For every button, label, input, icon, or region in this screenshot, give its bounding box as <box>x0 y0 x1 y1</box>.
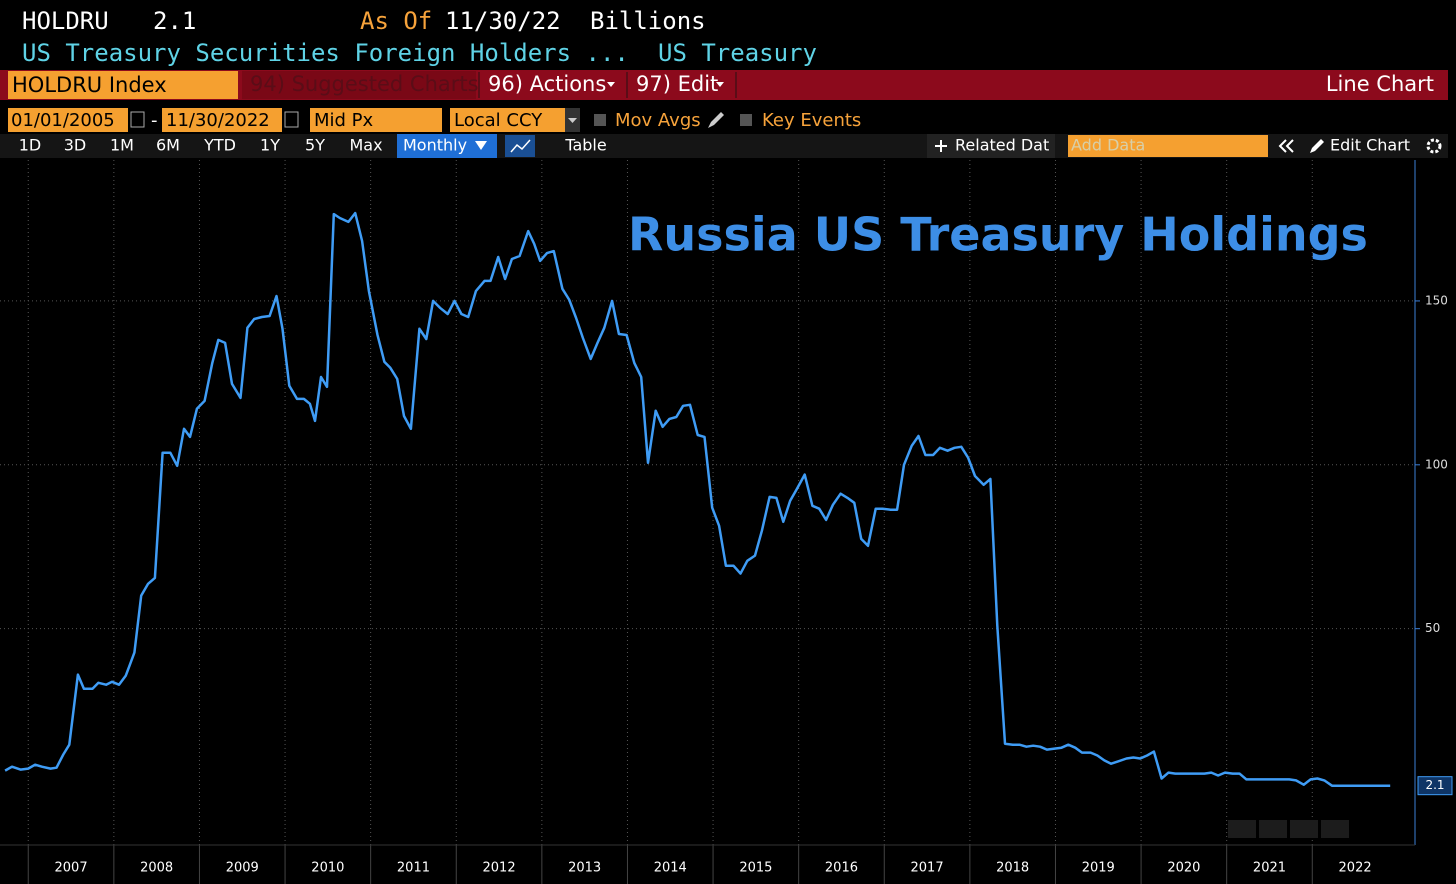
field: Mid Px <box>314 110 374 131</box>
source: US Treasury <box>658 39 817 67</box>
x-tick-label: 2014 <box>654 861 687 876</box>
suggested-button[interactable] <box>242 71 476 99</box>
as-of-label: As Of <box>360 7 432 35</box>
last-price: 2.1 <box>153 7 196 35</box>
tool-button[interactable] <box>1228 820 1256 838</box>
date-dash: - <box>151 110 158 131</box>
pencil-icon <box>1310 139 1324 153</box>
toolbar <box>0 70 1448 100</box>
range-button[interactable]: YTD <box>203 136 236 155</box>
period: Monthly <box>403 136 467 155</box>
range-button[interactable]: 3D <box>64 136 87 155</box>
units: Billions <box>590 7 706 35</box>
dropdown-arrow <box>568 118 577 123</box>
y-tick-label: 100 <box>1425 457 1448 471</box>
range-buttons: 1D 3D 1M 6M YTD 1Y 5Y Max <box>19 136 383 155</box>
range-button[interactable]: 1M <box>110 136 134 155</box>
x-tick-label: 2010 <box>311 861 344 876</box>
x-tick-label: 2020 <box>1167 861 1200 876</box>
currency: Local CCY <box>454 110 543 131</box>
line-icon <box>510 139 531 153</box>
description: US Treasury Securities Foreign Holders .… <box>22 39 629 67</box>
gear-icon[interactable] <box>1426 138 1442 154</box>
last-value-label: 2.1 <box>1425 778 1444 792</box>
x-tick-label: 2007 <box>55 861 88 876</box>
range-button[interactable]: 1Y <box>260 136 280 155</box>
dropdown-arrow <box>716 82 724 87</box>
x-tick-label: 2022 <box>1339 861 1372 876</box>
field-box[interactable] <box>310 108 442 132</box>
chart: 50 100 150 2007 2008 2009 2010 2011 2012 2013 2014… <box>0 160 1453 884</box>
related: Related Dat <box>955 136 1049 155</box>
x-tick-label: 2013 <box>568 861 601 876</box>
x-tick-label: 2018 <box>996 861 1029 876</box>
checkbox[interactable] <box>594 114 606 126</box>
collapse-icon[interactable] <box>1278 139 1294 153</box>
start-date: 01/01/2005 <box>11 110 115 131</box>
x-tick-label: 2016 <box>825 861 858 876</box>
y-tick-label: 150 <box>1425 293 1448 307</box>
end-date: 11/30/2022 <box>166 110 270 131</box>
calendar-icon[interactable] <box>284 111 299 128</box>
range-button[interactable]: 6M <box>156 136 180 155</box>
x-tick-label: 2011 <box>397 861 430 876</box>
line-icon-button[interactable] <box>505 135 535 157</box>
security-box[interactable] <box>8 71 238 99</box>
currency-box[interactable] <box>450 108 565 132</box>
checkbox[interactable] <box>740 114 752 126</box>
related-button[interactable] <box>927 134 1055 158</box>
y-tick-label: 50 <box>1425 621 1440 635</box>
plus-icon <box>935 140 947 152</box>
dropdown-arrow <box>607 82 615 87</box>
security: HOLDRU Index <box>12 73 167 97</box>
range-button[interactable]: 5Y <box>305 136 325 155</box>
tool-button[interactable] <box>1290 820 1318 838</box>
x-tick-label: 2015 <box>739 861 772 876</box>
actions[interactable]: 96) Actions <box>488 72 606 96</box>
as-of-date: 11/30/22 <box>445 7 561 35</box>
last-value-box <box>1417 776 1453 796</box>
x-tick-label: 2012 <box>483 861 516 876</box>
data-line <box>4 211 1391 787</box>
mov-avgs: Mov Avgs <box>615 110 701 131</box>
chart-type: Line Chart <box>1326 72 1434 96</box>
start-date-box[interactable] <box>8 108 128 132</box>
table-button[interactable]: Table <box>564 136 606 155</box>
suggested: 94) Suggested Charts <box>250 72 479 96</box>
pencil-icon[interactable] <box>708 112 724 128</box>
chart-title: Russia US Treasury Holdings <box>628 208 1368 262</box>
calendar-icon[interactable] <box>130 111 145 128</box>
end-date-box[interactable] <box>162 108 282 132</box>
x-tick-label: 2021 <box>1253 861 1286 876</box>
ticker: HOLDRU <box>22 7 109 35</box>
dropdown-arrow <box>475 141 487 150</box>
x-tick-label: 2008 <box>140 861 173 876</box>
edit[interactable]: 97) Edit <box>636 72 718 96</box>
tool-button[interactable] <box>1259 820 1287 838</box>
x-tick-label: 2019 <box>1082 861 1115 876</box>
range-button[interactable]: Max <box>349 136 382 155</box>
edit-chart[interactable]: Edit Chart <box>1330 136 1410 155</box>
add-data: Add Data <box>1071 136 1145 155</box>
chart-tools <box>1228 820 1349 838</box>
range-button[interactable]: 1D <box>19 136 42 155</box>
key-events: Key Events <box>762 110 861 131</box>
add-data-box[interactable] <box>1068 135 1268 157</box>
tool-button[interactable] <box>1321 820 1349 838</box>
x-tick-label: 2017 <box>911 861 944 876</box>
x-tick-label: 2009 <box>226 861 259 876</box>
